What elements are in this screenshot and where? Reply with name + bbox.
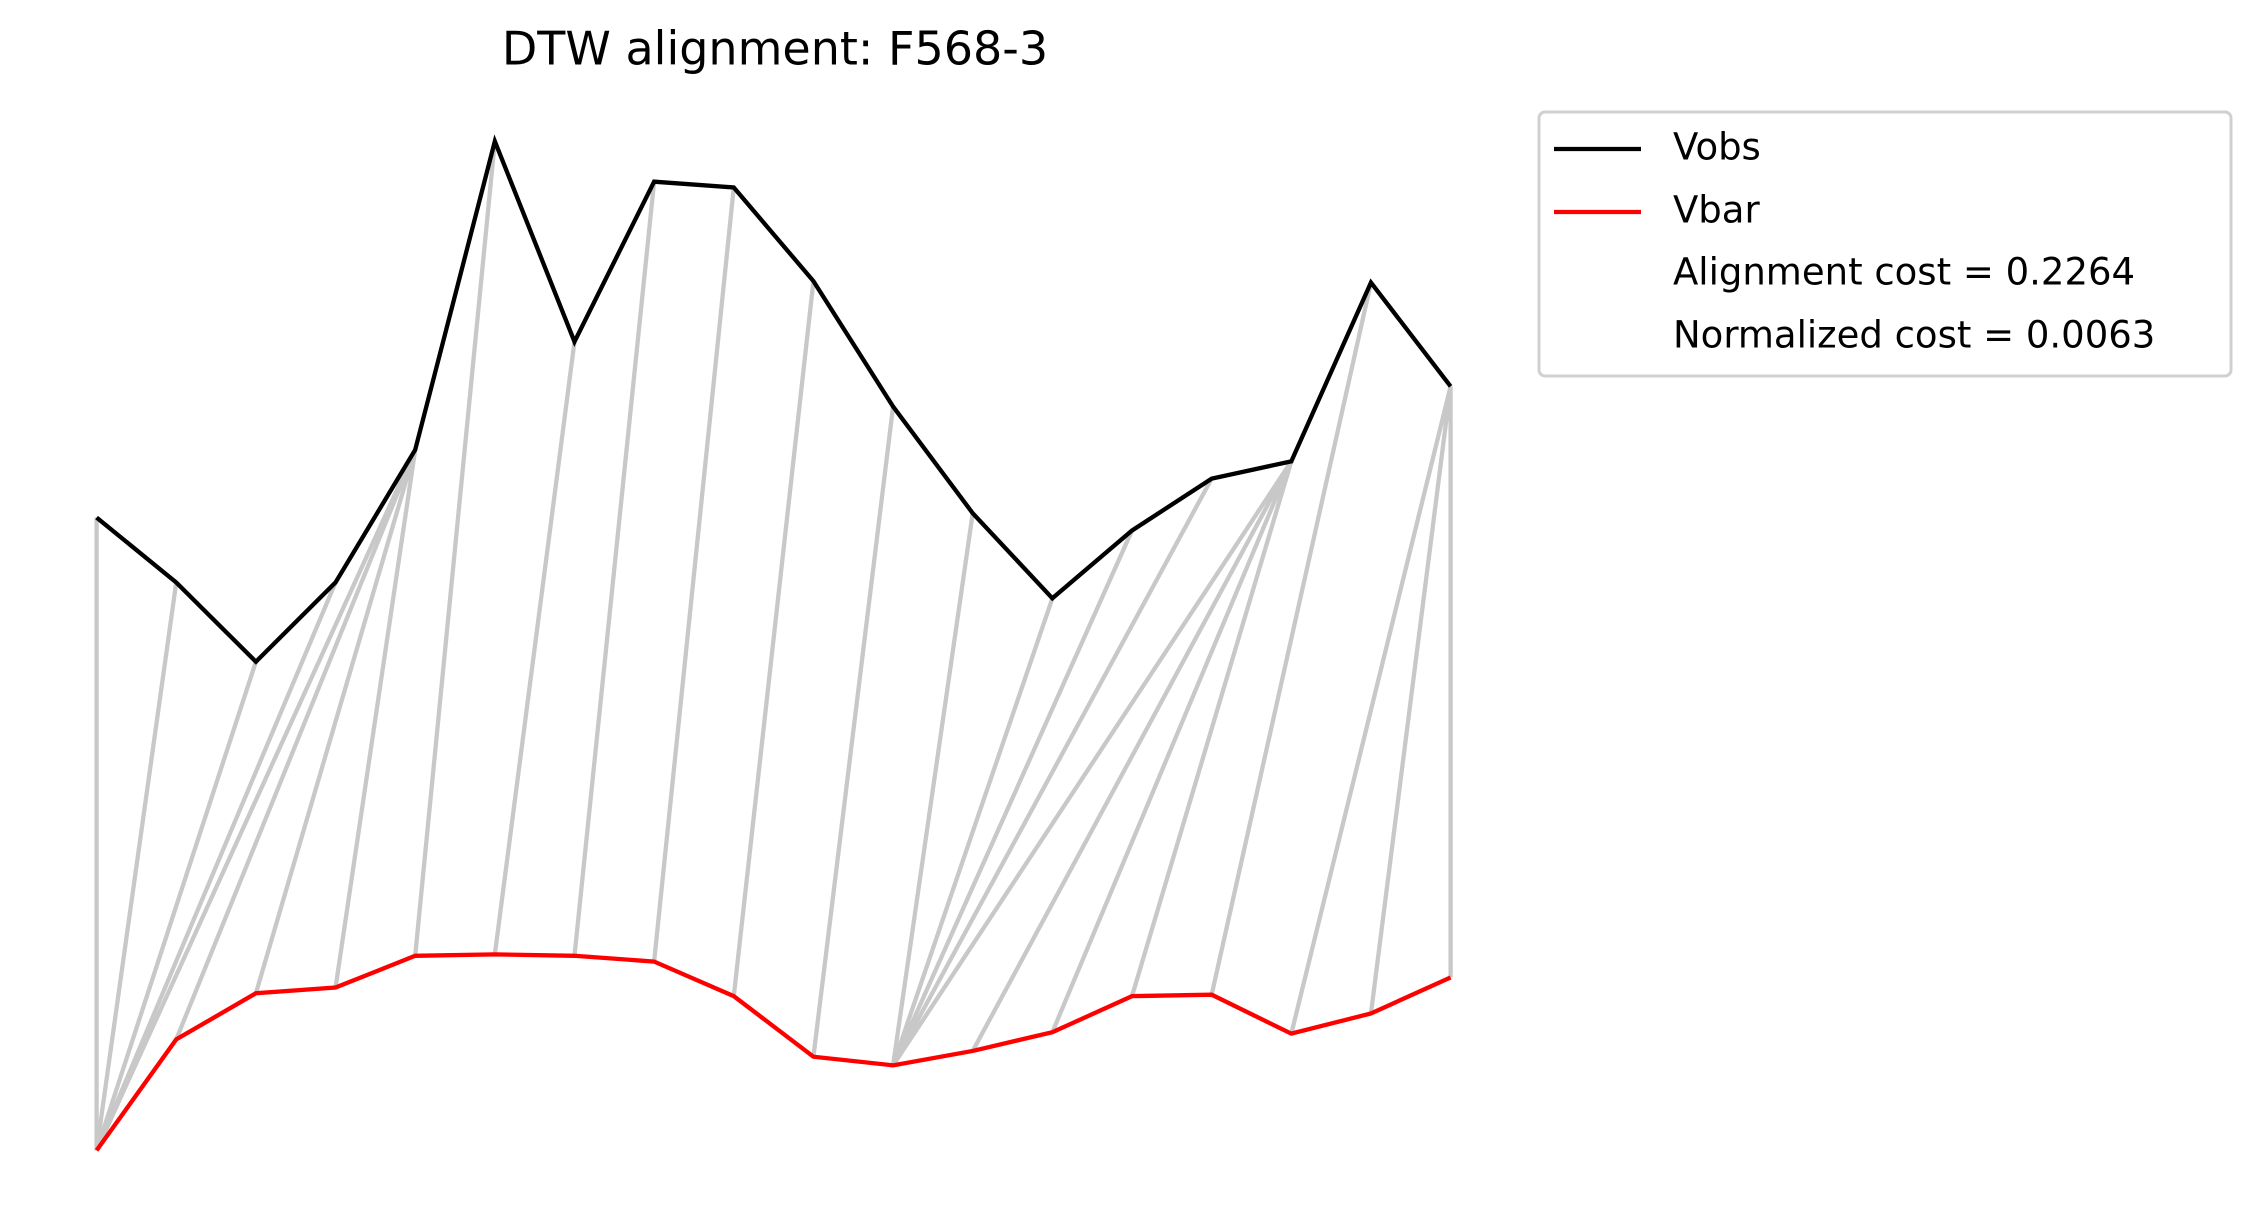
alignment-link: [94, 661, 258, 1152]
legend-label: Vobs: [1673, 126, 1761, 169]
alignment-link: [333, 449, 418, 988]
alignment-link: [1209, 282, 1374, 996]
legend: Vobs Vbar Alignment cost = 0.2264 Normalize…: [1554, 126, 2155, 357]
alignment-link: [891, 477, 1214, 1067]
alignment-link: [891, 597, 1055, 1067]
alignment-link: [890, 512, 975, 1066]
alignment-link: [1050, 460, 1294, 1034]
alignment-link: [413, 141, 497, 957]
series-line: [94, 952, 1452, 1152]
alignment-link: [970, 460, 1294, 1052]
alignment-link: [1368, 386, 1453, 1014]
alignment-link: [891, 529, 1134, 1067]
legend-annotation: Normalized cost = 0.0063: [1673, 314, 2155, 357]
alignment-link: [492, 341, 577, 955]
alignment-link: [94, 448, 418, 1152]
alignment-link: [651, 187, 736, 962]
alignment-link: [94, 582, 179, 1151]
alignment-link: [253, 449, 418, 994]
series-lines: [94, 134, 1453, 1152]
legend-annotation: Alignment cost = 0.2264: [1673, 251, 2135, 294]
legend-box: [1537, 110, 2233, 378]
alignment-link: [731, 280, 816, 997]
alignment-link: [572, 181, 657, 957]
alignment-link: [811, 406, 896, 1057]
alignment-link: [891, 460, 1294, 1067]
alignment-link: [1129, 460, 1294, 997]
chart-title: DTW alignment: F568-3: [502, 22, 1048, 76]
alignment-link: [174, 448, 418, 1041]
series-line: [95, 134, 1453, 665]
alignment-link: [94, 581, 338, 1152]
alignment-link: [1289, 385, 1453, 1035]
alignment-links: [94, 141, 1453, 1152]
legend-label: Vbar: [1673, 189, 1760, 232]
